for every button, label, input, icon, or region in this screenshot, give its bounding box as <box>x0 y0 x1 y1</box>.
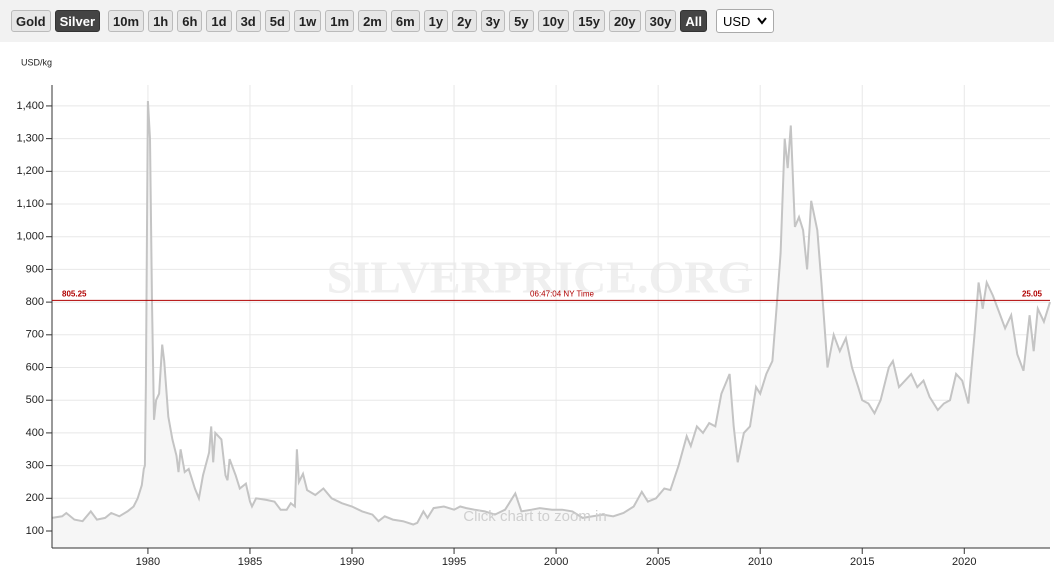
y-tick-label: 700 <box>26 329 44 341</box>
dropdown-arrow <box>757 17 767 25</box>
x-tick-label: 2020 <box>952 556 976 568</box>
area <box>52 101 1050 548</box>
range-button[interactable]: 1w <box>293 10 322 32</box>
range-button[interactable]: 10m <box>108 10 145 32</box>
x-tick-label: 1995 <box>442 556 466 568</box>
range-button[interactable]: All <box>680 10 707 32</box>
price-line <box>51 100 1051 526</box>
toolbar: Gold Silver 10m 1h 6h 1d 3d 5d 1w 1m 2m 6m 1y 2y 3y 5y 1… <box>0 0 1054 42</box>
range-button[interactable]: 30y <box>644 10 677 32</box>
x-tick-label: 1990 <box>340 556 364 568</box>
y-tick-label: 300 <box>26 460 44 472</box>
x-tick-label: 1985 <box>238 556 262 568</box>
zoom-hint: Click chart to zoom in <box>463 508 606 525</box>
y-tick-label: 200 <box>26 492 44 504</box>
range-button[interactable]: Gold <box>11 10 51 32</box>
y-tick-label: 600 <box>26 361 44 373</box>
range-button[interactable]: 3y <box>480 10 506 32</box>
range-button[interactable]: 2y <box>452 10 477 32</box>
y-tick-label: 500 <box>26 394 44 406</box>
range-button[interactable]: 5d <box>264 10 290 32</box>
range-button[interactable]: 15y <box>573 10 605 32</box>
range-button[interactable]: 6m <box>390 10 420 32</box>
currency-value: USD <box>722 13 751 29</box>
currency-select[interactable]: USD <box>715 9 774 33</box>
y-tick-label: 1,300 <box>16 133 44 145</box>
y-tick-label: 1,100 <box>16 198 44 210</box>
current-time-label: 06:47:04 NY Time <box>530 290 594 299</box>
x-tick-label: 2015 <box>850 556 874 568</box>
current-price-oz-label: 25.05 <box>1022 290 1043 299</box>
y-tick-label: 900 <box>26 263 44 275</box>
range-button[interactable]: Silver <box>54 10 101 32</box>
y-tick-label: 400 <box>26 427 44 439</box>
range-button[interactable]: 1d <box>206 10 232 32</box>
y-tick-label: 1,200 <box>16 165 44 177</box>
range-button[interactable]: 1m <box>325 10 355 32</box>
y-tick-label: 1,000 <box>16 231 44 243</box>
range-button[interactable]: 20y <box>608 10 641 32</box>
range-button[interactable]: 3d <box>235 10 261 32</box>
x-tick-label: 2005 <box>646 556 670 568</box>
x-tick-label: 2000 <box>544 556 568 568</box>
range-button[interactable]: 10y <box>537 10 570 32</box>
y-tick-label: 100 <box>26 525 44 537</box>
y-tick-label: 800 <box>26 296 44 308</box>
range-button[interactable]: 2m <box>358 10 387 32</box>
range-button[interactable]: 1h <box>148 10 174 32</box>
x-tick-label: 2010 <box>748 556 772 568</box>
y-axis-label: USD/kg <box>21 57 52 67</box>
x-tick-label: 1980 <box>136 556 160 568</box>
y-tick-label: 1,400 <box>16 100 44 112</box>
range-button[interactable]: 1y <box>423 10 449 32</box>
current-price-label: 805.25 <box>62 290 87 299</box>
range-button[interactable]: 5y <box>509 10 534 32</box>
range-button[interactable]: 6h <box>177 10 203 32</box>
watermark: SILVERPRICE.ORG <box>327 252 753 303</box>
